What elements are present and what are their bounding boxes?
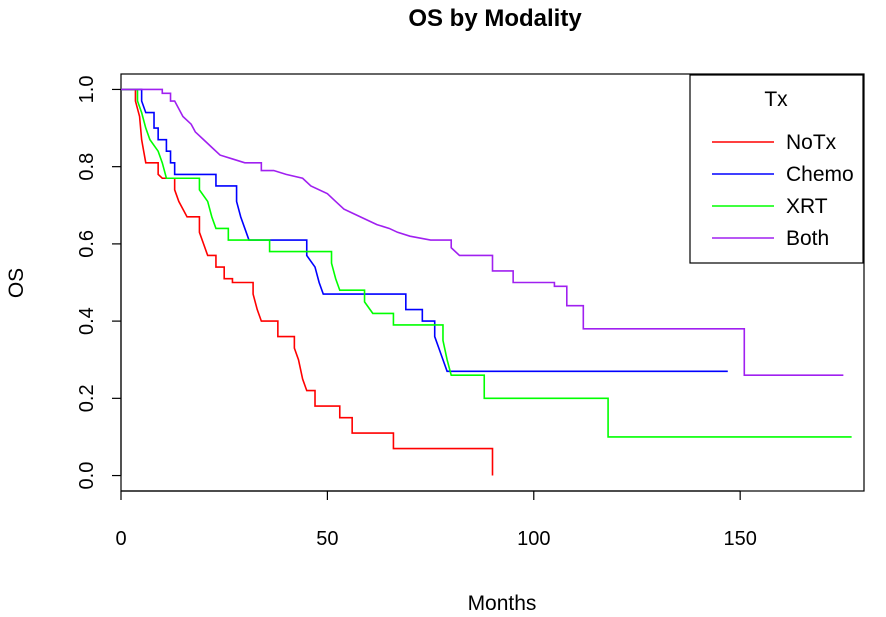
x-tick-label: 100 [517, 528, 550, 550]
y-tick-label: 0.6 [76, 230, 98, 258]
legend-label-xrt: XRT [786, 195, 828, 218]
legend-label-both: Both [786, 227, 829, 250]
series-line-chemo [121, 88, 728, 373]
y-tick-label: 0.0 [76, 462, 98, 490]
legend: Tx NoTx Chemo XRT Both [689, 74, 864, 264]
chart-title: OS by Modality [408, 5, 582, 32]
legend-label-chemo: Chemo [786, 163, 854, 186]
legend-box [689, 74, 864, 264]
x-axis-label: Months [468, 592, 537, 615]
y-tick-label: 0.4 [76, 307, 98, 335]
x-axis: 0 50 100 150 [115, 490, 757, 550]
y-axis-label: OS [5, 268, 28, 298]
y-axis: 0.0 0.2 0.4 0.6 0.8 1.0 [76, 76, 122, 490]
x-tick-label: 150 [723, 528, 756, 550]
series-line-notx [121, 88, 494, 476]
y-tick-label: 1.0 [76, 76, 98, 104]
legend-title: Tx [764, 88, 788, 111]
x-tick-label: 50 [316, 528, 338, 550]
legend-items: NoTx Chemo XRT Both [712, 131, 854, 250]
series-line-both [121, 88, 844, 376]
series-lines [121, 88, 852, 476]
legend-label-notx: NoTx [786, 131, 837, 154]
series-line-xrt [121, 88, 852, 438]
y-tick-label: 0.2 [76, 384, 98, 412]
y-tick-label: 0.8 [76, 153, 98, 181]
x-tick-label: 0 [115, 528, 126, 550]
